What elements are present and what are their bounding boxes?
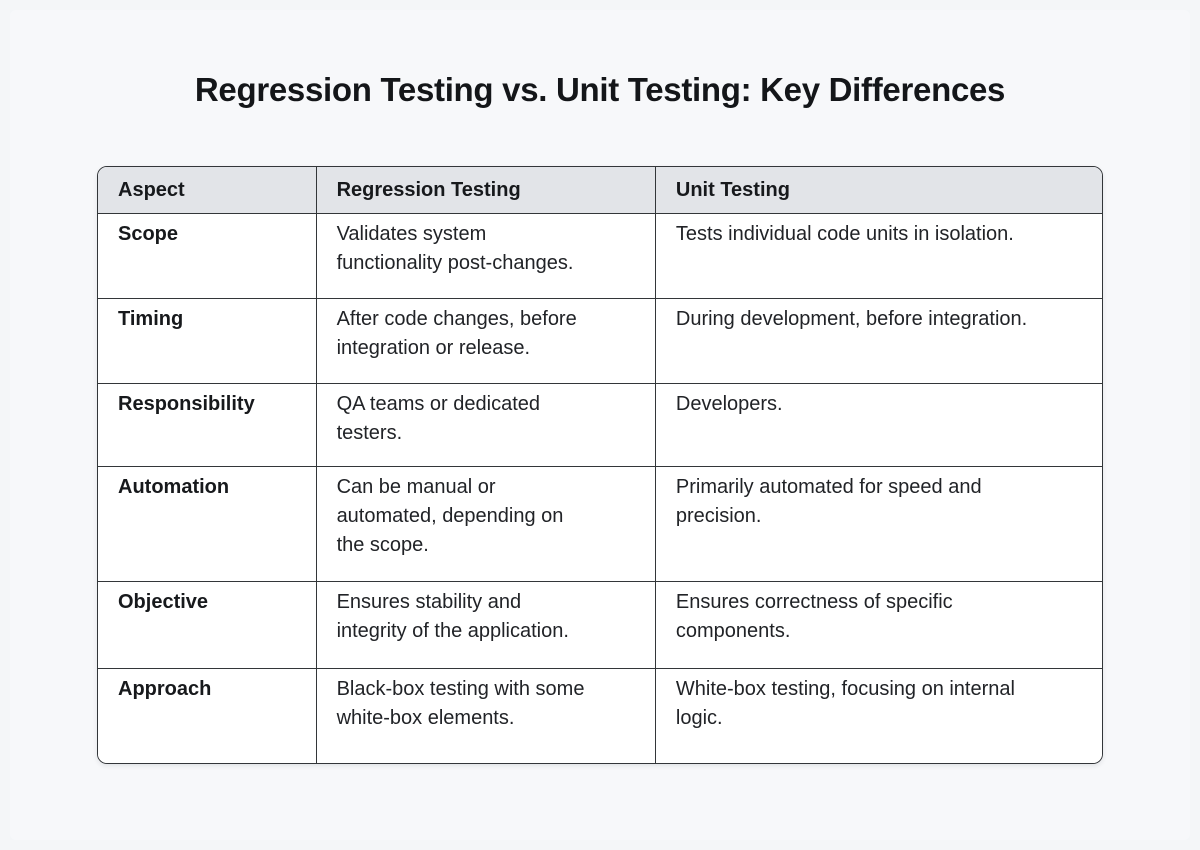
table-row: Scope Validates system functionality pos… <box>98 213 1102 298</box>
cell-text: QA teams or dedicated testers. <box>336 393 541 444</box>
comparison-table: Aspect Regression Testing Unit Testing S… <box>97 166 1103 764</box>
cell-text: Ensures correctness of specific componen… <box>675 591 953 642</box>
cell-text: Ensures stability and integrity of the a… <box>336 591 569 642</box>
cell-aspect: Objective <box>98 582 316 668</box>
cell-unit: Tests individual code units in isolation… <box>654 214 1102 298</box>
header-cell-aspect: Aspect <box>98 167 316 213</box>
cell-text: Tests individual code units in isolation… <box>675 223 1014 245</box>
cell-aspect: Approach <box>98 669 316 763</box>
cell-unit: Ensures correctness of specific componen… <box>654 582 1102 668</box>
cell-unit: Developers. <box>654 384 1102 466</box>
cell-text: White-box testing, focusing on internal … <box>675 678 1015 729</box>
table-row: Responsibility QA teams or dedicated tes… <box>98 383 1102 466</box>
cell-regression: QA teams or dedicated testers. <box>315 384 655 466</box>
cell-regression: Validates system functionality post-chan… <box>315 214 655 298</box>
table-row: Objective Ensures stability and integrit… <box>98 581 1102 668</box>
cell-text: During development, before integration. <box>675 308 1028 330</box>
cell-text: Primarily automated for speed and precis… <box>675 476 982 527</box>
cell-aspect: Timing <box>98 299 316 383</box>
cell-aspect: Automation <box>98 467 316 581</box>
page-title: Regression Testing vs. Unit Testing: Key… <box>194 71 1006 108</box>
header-cell-unit: Unit Testing <box>654 167 1102 213</box>
cell-regression: After code changes, before integration o… <box>315 299 655 383</box>
cell-aspect: Scope <box>98 214 316 298</box>
cell-text: Developers. <box>675 393 783 415</box>
cell-aspect: Responsibility <box>98 384 316 466</box>
cell-regression: Black-box testing with some white-box el… <box>315 669 655 763</box>
table-header-row: Aspect Regression Testing Unit Testing <box>98 167 1102 213</box>
cell-unit: During development, before integration. <box>654 299 1102 383</box>
cell-text: Black-box testing with some white-box el… <box>336 678 585 729</box>
table-row: Approach Black-box testing with some whi… <box>98 668 1102 763</box>
header-cell-regression: Regression Testing <box>315 167 655 213</box>
table-row: Automation Can be manual or automated, d… <box>98 466 1102 581</box>
cell-text: Validates system functionality post-chan… <box>336 223 574 274</box>
cell-regression: Can be manual or automated, depending on… <box>315 467 655 581</box>
cell-text: After code changes, before integration o… <box>336 308 577 359</box>
cell-regression: Ensures stability and integrity of the a… <box>315 582 655 668</box>
cell-unit: White-box testing, focusing on internal … <box>654 669 1102 763</box>
cell-unit: Primarily automated for speed and precis… <box>654 467 1102 581</box>
cell-text: Can be manual or automated, depending on… <box>336 476 564 556</box>
table-row: Timing After code changes, before integr… <box>98 298 1102 383</box>
